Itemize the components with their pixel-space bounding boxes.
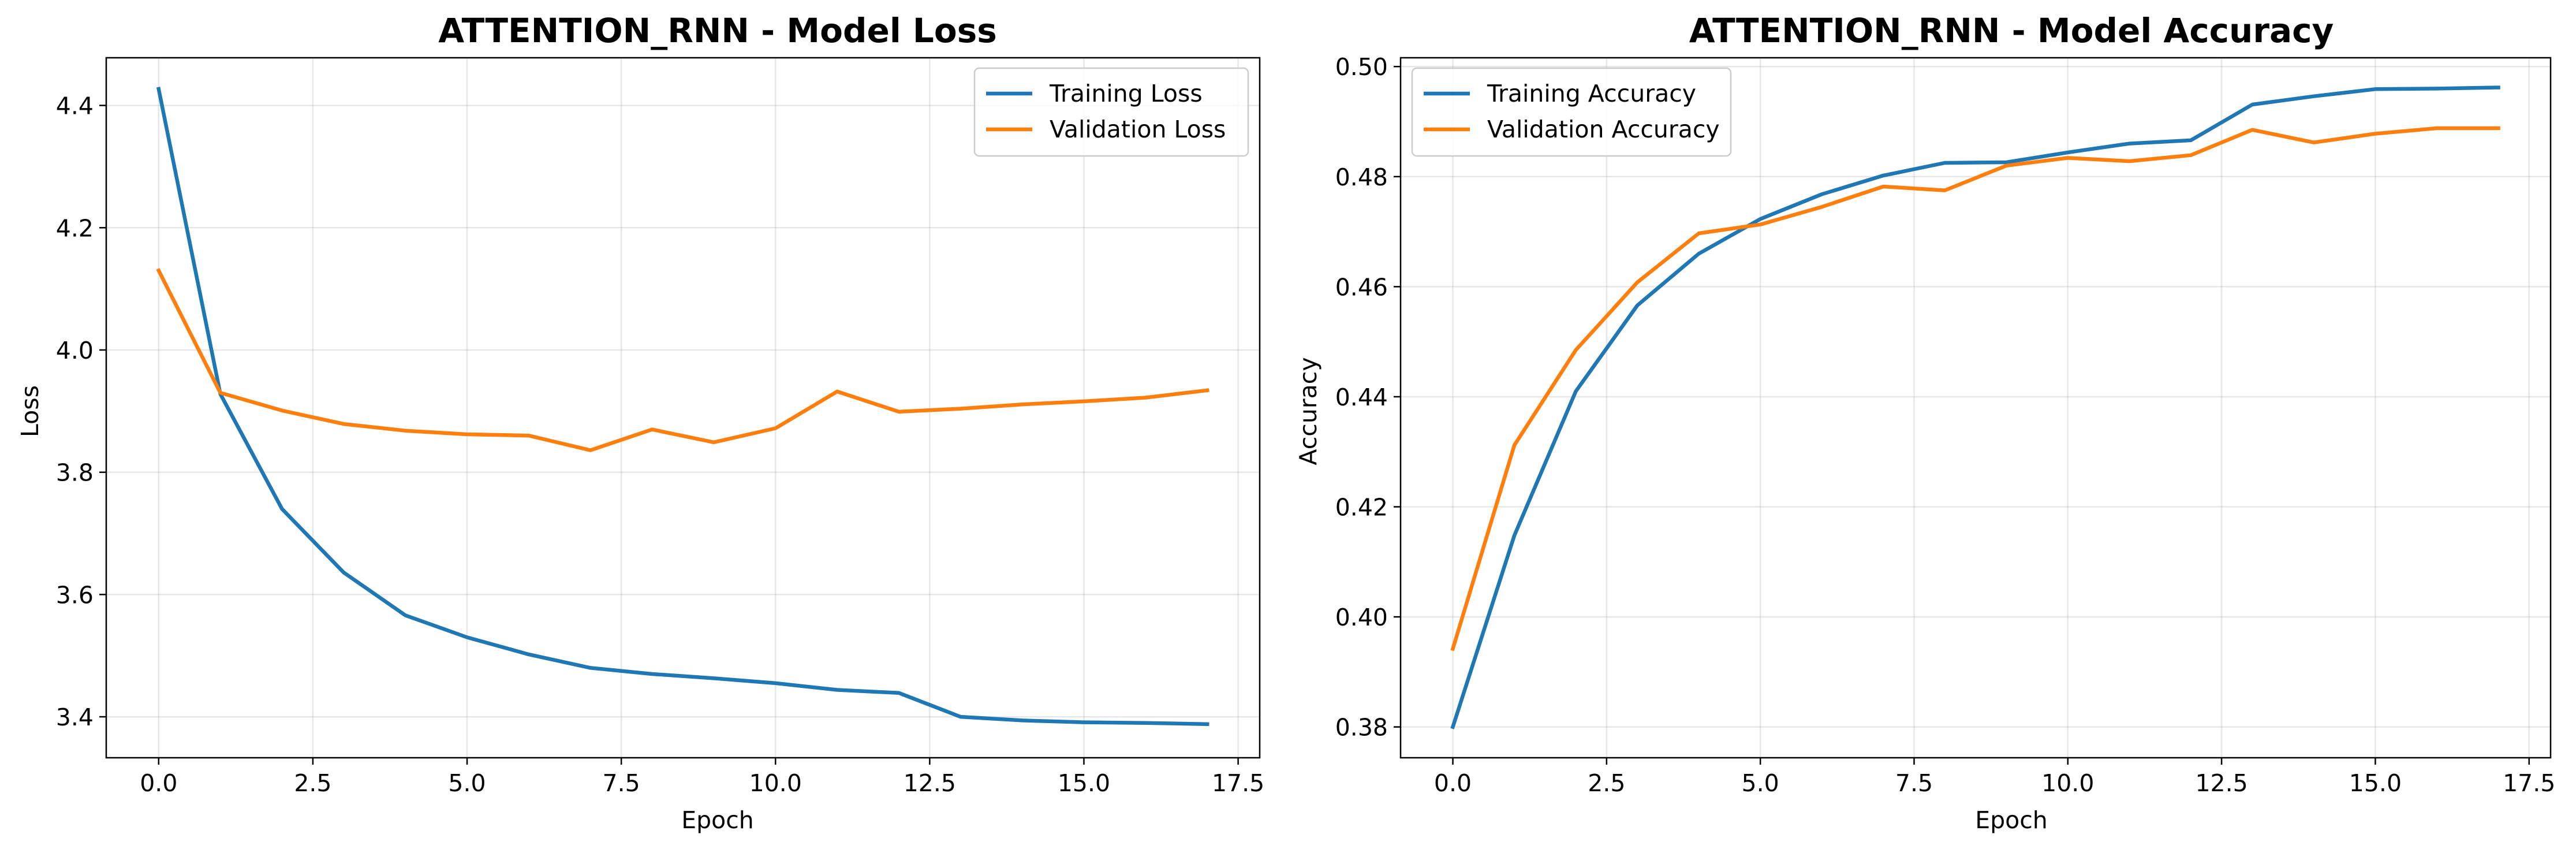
loss-x-tick-label: 5.0 (448, 769, 486, 797)
accuracy-series-line-training-accuracy (1450, 85, 2500, 729)
accuracy-x-tick-label: 17.5 (2503, 769, 2555, 797)
loss-legend-label: Training Loss (1049, 80, 1203, 107)
loss-x-tick-label: 12.5 (904, 769, 956, 797)
loss-y-tick-label: 3.8 (56, 459, 94, 487)
loss-x-tick-label: 7.5 (603, 769, 640, 797)
accuracy-y-tick-label: 0.44 (1335, 383, 1388, 411)
accuracy-y-tick-label: 0.46 (1335, 273, 1388, 301)
accuracy-axes-frame (1399, 57, 2552, 759)
loss-x-tick-label: 10.0 (749, 769, 802, 797)
loss-chart-x-axis-label: Epoch (681, 806, 754, 834)
loss-y-tick-label: 3.6 (56, 581, 94, 609)
accuracy-legend: Training Accuracy Validation Accuracy (1411, 67, 1732, 157)
loss-x-tick-label: 15.0 (1058, 769, 1110, 797)
loss-legend-box (973, 67, 1249, 157)
loss-series-line-validation-loss (156, 268, 1209, 452)
accuracy-y-tick-label: 0.40 (1335, 604, 1388, 631)
accuracy-x-tick-label: 2.5 (1588, 769, 1625, 797)
loss-chart-y-axis-label: Loss (16, 385, 44, 437)
accuracy-x-tick-label: 12.5 (2195, 769, 2248, 797)
accuracy-x-tick-label: 7.5 (1895, 769, 1933, 797)
accuracy-y-tick-label: 0.50 (1335, 53, 1388, 81)
accuracy-chart-title: ATTENTION_RNN - Model Accuracy (1689, 11, 2334, 50)
loss-y-tick-label: 3.4 (56, 703, 94, 731)
accuracy-y-tick-label: 0.38 (1335, 714, 1388, 742)
accuracy-legend-label: Training Accuracy (1487, 80, 1696, 107)
loss-chart-title: ATTENTION_RNN - Model Loss (438, 11, 997, 50)
loss-x-tick-label: 2.5 (294, 769, 331, 797)
accuracy-series-line-validation-accuracy (1450, 126, 2500, 651)
accuracy-x-tick-label: 15.0 (2349, 769, 2402, 797)
loss-x-tick-label: 0.0 (140, 769, 177, 797)
accuracy-x-tick-label: 0.0 (1434, 769, 1472, 797)
loss-axes-frame (105, 57, 1261, 759)
accuracy-y-tick-label: 0.42 (1335, 494, 1388, 522)
loss-legend-label: Validation Loss (1050, 116, 1226, 143)
accuracy-legend-label: Validation Accuracy (1487, 116, 1720, 143)
loss-y-tick-label: 4.2 (56, 214, 94, 242)
loss-legend: Training Loss Validation Loss (973, 67, 1249, 157)
loss-chart-panel: ATTENTION_RNN - Model Loss Epoch Loss 0.… (16, 11, 1264, 834)
loss-y-tick-label: 4.4 (56, 92, 94, 120)
accuracy-chart-y-axis-label: Accuracy (1294, 357, 1322, 465)
loss-y-tick-label: 4.0 (56, 337, 94, 364)
loss-series-line-training-loss (156, 87, 1209, 727)
loss-x-tick-label: 17.5 (1212, 769, 1264, 797)
accuracy-chart-panel: ATTENTION_RNN - Model Accuracy Epoch Acc… (1294, 11, 2555, 834)
accuracy-y-tick-label: 0.48 (1335, 163, 1388, 191)
accuracy-x-tick-label: 10.0 (2041, 769, 2094, 797)
accuracy-chart-x-axis-label: Epoch (1975, 806, 2048, 834)
accuracy-x-tick-label: 5.0 (1742, 769, 1779, 797)
accuracy-legend-box (1411, 67, 1732, 157)
